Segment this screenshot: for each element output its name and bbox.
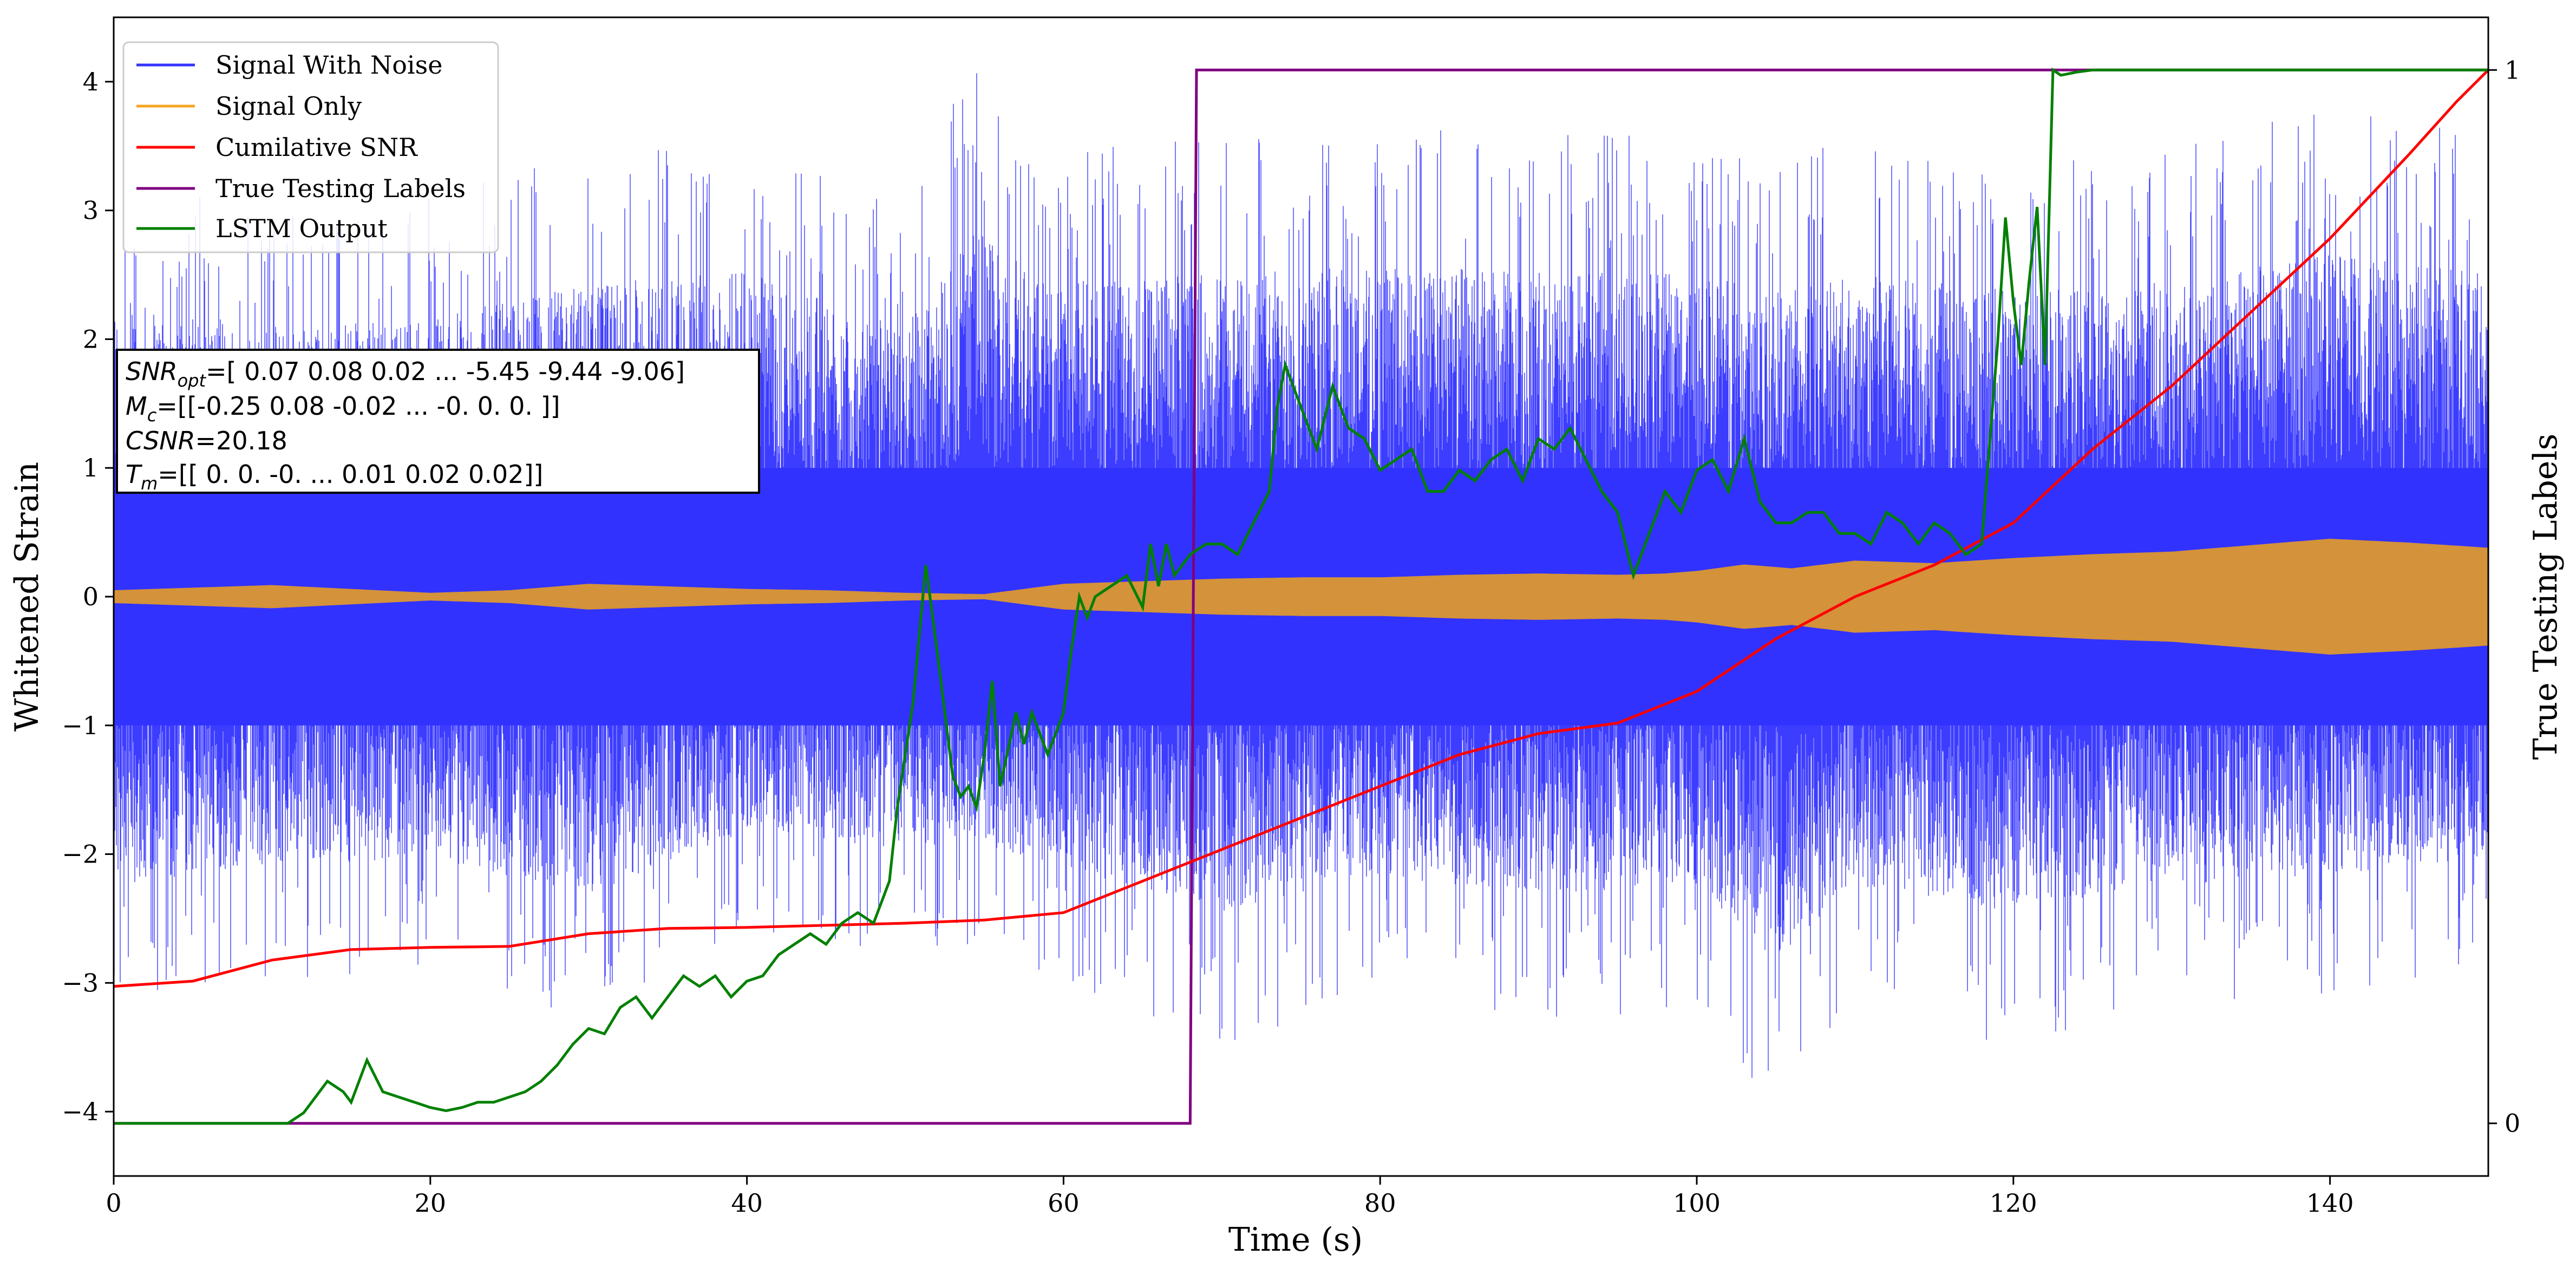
y2-tick-0: 0 xyxy=(2488,1109,2520,1138)
x-tick-7: 140 xyxy=(2306,1176,2354,1218)
svg-text:120: 120 xyxy=(1990,1188,2037,1218)
legend: Signal With Noise Signal Only Cumilative… xyxy=(122,41,499,253)
annotation-mc: Mc=[[-0.25 0.08 -0.02 ... -0. 0. 0. ]] xyxy=(126,391,560,426)
x-tick-6: 120 xyxy=(1990,1176,2037,1218)
y2-tick-1: 1 xyxy=(2488,55,2520,84)
legend-box xyxy=(122,41,499,253)
y-tick-1: −3 xyxy=(62,968,114,997)
y-tick-5: 1 xyxy=(83,453,114,482)
y-tick-6: 2 xyxy=(83,324,114,354)
annotation-box: SNRopt=[ 0.07 0.08 0.02 ... -5.45 -9.44 … xyxy=(116,349,760,494)
svg-text:−1: −1 xyxy=(62,711,99,740)
legend-item-cumilative-snr: Cumilative SNR xyxy=(136,133,418,162)
svg-text:1: 1 xyxy=(83,453,99,482)
series-cumilative-snr xyxy=(114,69,2488,988)
svg-text:40: 40 xyxy=(731,1188,763,1218)
legend-item-signal-with-noise: Signal With Noise xyxy=(136,50,442,80)
x-tick-4: 80 xyxy=(1364,1176,1396,1218)
plot-area xyxy=(114,67,2488,1125)
y-tick-8: 4 xyxy=(83,67,114,96)
svg-text:0: 0 xyxy=(2505,1109,2520,1138)
x-tick-2: 40 xyxy=(731,1176,763,1218)
svg-text:4: 4 xyxy=(83,67,99,96)
svg-text:20: 20 xyxy=(415,1188,447,1218)
svg-text:−2: −2 xyxy=(62,840,99,869)
y-axis-right: 01 xyxy=(2488,55,2520,1138)
svg-text:3: 3 xyxy=(83,196,99,225)
x-tick-1: 20 xyxy=(415,1176,447,1218)
y-tick-0: −4 xyxy=(62,1097,114,1126)
y-axis-title: Whitened Strain xyxy=(8,462,46,731)
svg-text:2: 2 xyxy=(83,324,99,354)
series-lstm-output xyxy=(114,67,2488,1125)
series-signal-only xyxy=(114,539,2488,655)
svg-text:0: 0 xyxy=(106,1188,121,1218)
svg-text:80: 80 xyxy=(1364,1188,1396,1218)
y-tick-3: −1 xyxy=(62,711,114,740)
legend-item-signal-only: Signal Only xyxy=(136,92,362,121)
y2-axis-title: True Testing Labels xyxy=(2527,434,2565,760)
series-true-testing-labels xyxy=(114,68,2488,1125)
y-tick-7: 3 xyxy=(83,196,114,225)
y-tick-4: 0 xyxy=(83,582,114,611)
svg-text:1: 1 xyxy=(2505,55,2520,84)
x-tick-5: 100 xyxy=(1673,1176,1721,1218)
annotation-tm: Tm=[[ 0. 0. -0. ... 0.01 0.02 0.02]] xyxy=(126,460,543,494)
svg-text:60: 60 xyxy=(1048,1188,1080,1218)
svg-text:0: 0 xyxy=(83,582,99,611)
svg-text:Cumilative SNR: Cumilative SNR xyxy=(215,133,418,162)
svg-text:−4: −4 xyxy=(62,1097,99,1126)
svg-text:Signal Only: Signal Only xyxy=(215,92,362,121)
annotation-snr-opt: SNRopt=[ 0.07 0.08 0.02 ... -5.45 -9.44 … xyxy=(126,357,685,391)
svg-text:−3: −3 xyxy=(62,968,99,997)
legend-item-true-testing-labels: True Testing Labels xyxy=(136,174,466,203)
legend-item-lstm-output: LSTM Output xyxy=(136,214,388,243)
x-tick-0: 0 xyxy=(106,1176,122,1218)
x-tick-3: 60 xyxy=(1048,1176,1080,1218)
x-axis-title: Time (s) xyxy=(1228,1221,1363,1259)
x-axis: 0 20 40 60 80 100 120 140 xyxy=(106,1176,2354,1218)
svg-text:Signal With Noise: Signal With Noise xyxy=(215,50,442,80)
svg-text:True Testing Labels: True Testing Labels xyxy=(215,174,466,203)
y-axis-left: −4 −3 −2 −1 0 1 2 3 4 xyxy=(62,67,114,1126)
svg-text:100: 100 xyxy=(1673,1188,1721,1218)
svg-text:140: 140 xyxy=(2306,1188,2354,1218)
svg-text:LSTM Output: LSTM Output xyxy=(215,214,388,243)
y-tick-2: −2 xyxy=(62,840,114,869)
annotation-csnr: CSNR=20.18 xyxy=(126,426,287,455)
